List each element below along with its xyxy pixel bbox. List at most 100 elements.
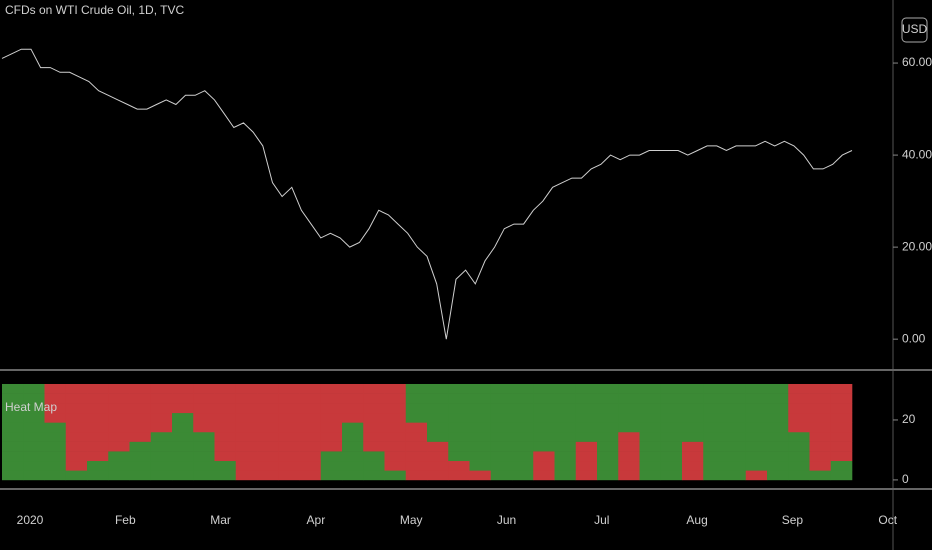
heat-cell [235,470,258,481]
heat-cell [809,451,832,462]
heat-cell [830,441,853,452]
heat-cell [87,460,109,471]
heat-cell [490,441,513,452]
heat-cell [469,422,492,433]
heat-cell [65,441,88,452]
heat-cell [703,403,725,414]
heat-cell [384,470,407,481]
heat-cell [65,403,88,414]
indicator-title: Heat Map [5,400,57,414]
heat-cell [193,441,215,452]
heat-cell [44,383,67,394]
heat-cell [23,460,45,471]
heat-cell [257,383,279,394]
y-tick-label: 60.00 [902,55,932,69]
heat-cell [257,412,279,423]
heat-cell [682,403,704,414]
heat-cell [214,393,237,404]
heat-cell [788,441,810,452]
heat-cell [788,460,810,471]
x-tick-label: Aug [686,513,707,527]
heat-cell [512,451,534,462]
heat-cell [618,460,640,471]
heat-cell [469,470,492,481]
heat-cell [129,412,152,423]
heat-cell [108,470,130,481]
heat-cell [235,412,258,423]
heat-cell [682,393,704,404]
heat-cell [618,393,640,404]
heat-cell [767,412,789,423]
heat-cell [597,383,619,394]
heat-cell [342,422,364,433]
x-tick-label: Jul [594,513,609,527]
heat-cell [533,412,555,423]
heat-cell [44,422,67,433]
heat-cell [2,422,24,433]
heat-cell [618,470,640,481]
heat-cell [320,412,343,423]
heat-cell [172,412,194,423]
heat-cell [469,441,492,452]
heat-cell [575,431,598,442]
heat-cell [597,412,619,423]
heat-cell [193,422,215,433]
heat-cell [278,460,300,471]
heat-cell [363,431,385,442]
heat-cell [703,451,725,462]
x-tick-label: Feb [115,513,136,527]
heat-cell [214,441,237,452]
heat-cell [193,460,215,471]
heat-cell [235,460,258,471]
heat-cell [320,451,343,462]
heat-cell [2,403,24,414]
heat-cell [2,431,24,442]
heat-cell [490,460,513,471]
heat-cell [533,393,555,404]
heat-cell [129,393,152,404]
currency-button[interactable] [901,17,928,43]
heat-cell [427,393,449,404]
heat-cell [597,422,619,433]
heat-cell [129,431,152,442]
heat-cell [427,470,449,481]
heat-cell [405,431,428,442]
heat-cell [193,451,215,462]
heat-cell [809,470,832,481]
heat-cell [129,451,152,462]
heat-cell [299,441,322,452]
heat-cell [342,383,364,394]
heat-cell [788,422,810,433]
heat-cell [65,393,88,404]
heat-cell [193,383,215,394]
heat-cell [724,431,747,442]
heat-cell [363,412,385,423]
heat-cell [384,431,407,442]
heat-cell [299,431,322,442]
heat-cell [320,441,343,452]
heat-cell [405,460,428,471]
heat-cell [235,441,258,452]
heat-cell [384,383,407,394]
heat-cell [405,470,428,481]
heat-cell [172,470,194,481]
heat-cell [660,422,683,433]
heat-cell [767,441,789,452]
heat-cell [427,460,449,471]
heat-cell [65,470,88,481]
heat-cell [87,470,109,481]
heat-cell [129,470,152,481]
heat-cell [278,403,300,414]
heat-cell [299,412,322,423]
heat-cell [745,441,768,452]
heat-cell [554,451,577,462]
heat-cell [809,403,832,414]
heat-cell [65,412,88,423]
heat-cell [724,383,747,394]
heat-cell [384,441,407,452]
heat-cell [172,393,194,404]
heat-cell [108,412,130,423]
currency-label[interactable]: USD [902,22,928,36]
heat-cell [660,383,683,394]
heat-cell [809,441,832,452]
